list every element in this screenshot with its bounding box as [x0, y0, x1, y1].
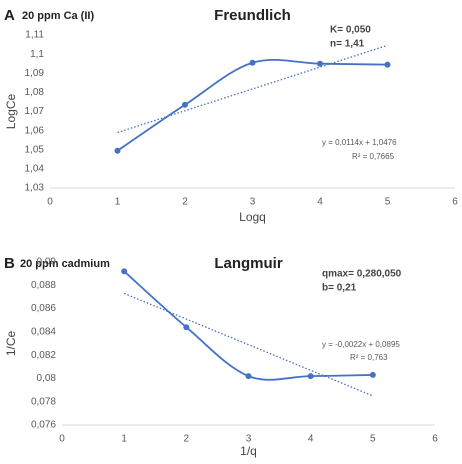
x-tick-label: 6	[432, 434, 438, 445]
x-axis-label: Logq	[239, 210, 266, 224]
subtitle: 20 ppm Ca (II)	[22, 10, 94, 22]
x-tick-label: 4	[317, 197, 323, 208]
marker	[245, 373, 252, 380]
annotation: b= 0,21	[322, 283, 357, 294]
x-tick-label: 3	[250, 197, 256, 208]
y-tick-label: 0,086	[31, 303, 56, 314]
x-tick-label: 0	[47, 197, 53, 208]
y-tick-label: 1,03	[25, 183, 45, 194]
marker	[121, 268, 128, 275]
y-tick-label: 0,082	[31, 350, 56, 361]
y-axis-label: LogCe	[4, 94, 18, 130]
y-axis-label: 1/Ce	[4, 331, 18, 357]
trendline	[123, 292, 374, 397]
y-tick-label: 0,08	[37, 373, 57, 384]
annotation: y = 0,0114x + 1,0476	[322, 138, 397, 147]
annotation: n= 1,41	[330, 39, 365, 50]
x-tick-label: 1	[121, 434, 127, 445]
y-tick-label: 0,084	[31, 326, 56, 337]
annotation: K= 0,050	[330, 25, 371, 36]
annotation: R² = 0,763	[350, 353, 388, 362]
marker	[369, 371, 376, 378]
marker	[384, 61, 391, 68]
y-tick-label: 1,05	[25, 144, 45, 155]
y-tick-label: 1,06	[25, 125, 45, 136]
y-tick-label: 0,076	[31, 420, 56, 431]
x-tick-label: 3	[246, 434, 252, 445]
x-tick-label: 2	[184, 434, 190, 445]
chart-title: Langmuir	[214, 255, 282, 272]
marker	[182, 101, 188, 108]
y-tick-label: 0,078	[31, 396, 56, 407]
x-tick-label: 4	[308, 434, 314, 445]
y-tick-label: 0,088	[31, 280, 56, 291]
subtitle: 20 ppm cadmium	[20, 258, 110, 270]
series-line	[116, 58, 388, 152]
chart-title: Freundlich	[214, 7, 291, 24]
y-tick-label: 1,11	[25, 30, 44, 41]
y-tick-label: 1,08	[25, 87, 45, 98]
marker	[183, 324, 190, 331]
y-tick-label: 1,04	[25, 164, 45, 175]
x-tick-label: 1	[115, 197, 121, 208]
y-tick-label: 1,1	[30, 49, 44, 60]
panel-label: A	[4, 7, 15, 24]
marker	[307, 373, 314, 380]
annotation: qmax= 0,280,050	[322, 269, 402, 280]
x-tick-label: 6	[452, 197, 458, 208]
x-tick-label: 5	[385, 197, 391, 208]
marker	[317, 60, 323, 67]
y-tick-label: 1,09	[25, 68, 45, 79]
y-tick-label: 1,07	[25, 106, 45, 117]
x-tick-label: 5	[370, 434, 376, 445]
x-tick-label: 2	[182, 197, 188, 208]
trendline	[117, 44, 388, 134]
marker	[249, 59, 256, 66]
annotation: y = -0,0022x + 0,0895	[322, 340, 400, 349]
x-tick-label: 0	[59, 434, 65, 445]
y-tick-label: 0,09	[37, 257, 57, 268]
x-axis-label: 1/q	[240, 444, 257, 458]
panel-label: B	[4, 255, 15, 272]
annotation: R² = 0,7665	[352, 152, 395, 161]
marker	[114, 147, 121, 154]
